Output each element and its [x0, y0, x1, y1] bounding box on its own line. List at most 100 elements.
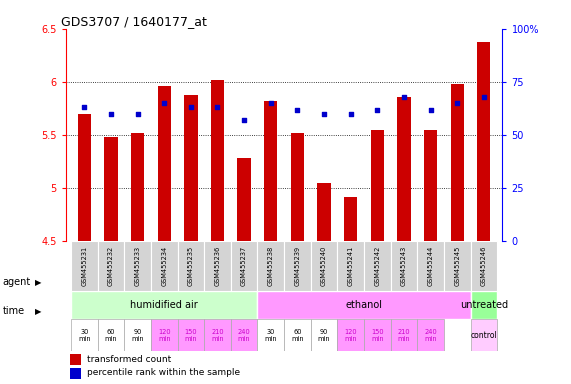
Text: GSM455237: GSM455237 [241, 246, 247, 286]
Text: agent: agent [3, 277, 31, 287]
Point [293, 106, 302, 113]
Bar [211, 80, 224, 241]
Bar [391, 319, 417, 351]
Text: 150
min: 150 min [371, 329, 384, 342]
Bar [284, 241, 311, 291]
Text: 90
min: 90 min [131, 329, 144, 342]
Text: GSM455236: GSM455236 [215, 246, 220, 286]
Text: transformed count: transformed count [87, 355, 171, 364]
Bar [184, 95, 198, 241]
Bar [311, 241, 337, 291]
Bar [264, 101, 278, 241]
Text: GSM455238: GSM455238 [268, 246, 274, 286]
Text: humidified air: humidified air [130, 300, 198, 310]
Bar [371, 130, 384, 241]
Text: 120
min: 120 min [344, 329, 357, 342]
Point [346, 111, 355, 117]
Bar [291, 133, 304, 241]
Text: 60
min: 60 min [291, 329, 304, 342]
Point [399, 94, 408, 100]
Bar [71, 241, 98, 291]
Text: 210
min: 210 min [397, 329, 410, 342]
Point [133, 111, 142, 117]
Bar [471, 319, 497, 351]
Bar [178, 241, 204, 291]
Bar [258, 319, 284, 351]
Text: 30
min: 30 min [78, 329, 91, 342]
Text: GSM455239: GSM455239 [295, 246, 300, 286]
Text: ethanol: ethanol [345, 300, 383, 310]
Bar [344, 197, 357, 241]
Point [106, 111, 115, 117]
Bar [471, 241, 497, 291]
Bar [364, 241, 391, 291]
Text: ▶: ▶ [35, 306, 42, 316]
Bar [70, 354, 81, 365]
Bar [258, 241, 284, 291]
Text: 150
min: 150 min [184, 329, 197, 342]
Text: GSM455232: GSM455232 [108, 246, 114, 286]
Bar [71, 319, 98, 351]
Text: 240
min: 240 min [424, 329, 437, 342]
Bar [417, 319, 444, 351]
Bar [124, 319, 151, 351]
Text: control: control [471, 331, 497, 340]
Bar [284, 319, 311, 351]
Text: GSM455244: GSM455244 [428, 246, 433, 286]
Bar [231, 241, 258, 291]
Bar [451, 84, 464, 241]
Point [240, 117, 249, 123]
Text: GSM455242: GSM455242 [375, 246, 380, 286]
Text: time: time [3, 306, 25, 316]
Text: GSM455240: GSM455240 [321, 246, 327, 286]
Bar [258, 291, 471, 319]
Bar [317, 183, 331, 241]
Text: GSM455234: GSM455234 [161, 246, 167, 286]
Bar [364, 319, 391, 351]
Bar [151, 319, 178, 351]
Point [213, 104, 222, 111]
Point [80, 104, 89, 111]
Text: GSM455243: GSM455243 [401, 246, 407, 286]
Text: 120
min: 120 min [158, 329, 171, 342]
Bar [151, 241, 178, 291]
Bar [131, 133, 144, 241]
Text: untreated: untreated [460, 300, 508, 310]
Bar [124, 241, 151, 291]
Text: GSM455233: GSM455233 [135, 246, 140, 286]
Text: 30
min: 30 min [264, 329, 277, 342]
Text: 210
min: 210 min [211, 329, 224, 342]
Bar [104, 137, 118, 241]
Bar [204, 319, 231, 351]
Bar [397, 97, 411, 241]
Bar [78, 114, 91, 241]
Bar [158, 86, 171, 241]
Bar [391, 241, 417, 291]
Bar [311, 319, 337, 351]
Text: 240
min: 240 min [238, 329, 251, 342]
Text: GSM455246: GSM455246 [481, 246, 487, 286]
Text: GSM455241: GSM455241 [348, 246, 353, 286]
Point [266, 100, 275, 106]
Point [319, 111, 328, 117]
Text: ▶: ▶ [35, 278, 42, 287]
Bar [477, 41, 490, 241]
Point [160, 100, 169, 106]
Bar [178, 319, 204, 351]
Point [373, 106, 382, 113]
Point [426, 106, 435, 113]
Point [186, 104, 195, 111]
Bar [98, 241, 124, 291]
Text: GSM455231: GSM455231 [81, 246, 87, 286]
Bar [71, 291, 258, 319]
Bar [337, 319, 364, 351]
Point [479, 94, 488, 100]
Text: GDS3707 / 1640177_at: GDS3707 / 1640177_at [61, 15, 207, 28]
Text: percentile rank within the sample: percentile rank within the sample [87, 369, 240, 377]
Text: 90
min: 90 min [317, 329, 331, 342]
Bar [98, 319, 124, 351]
Bar [231, 319, 258, 351]
Bar [424, 130, 437, 241]
Bar [337, 241, 364, 291]
Point [453, 100, 462, 106]
